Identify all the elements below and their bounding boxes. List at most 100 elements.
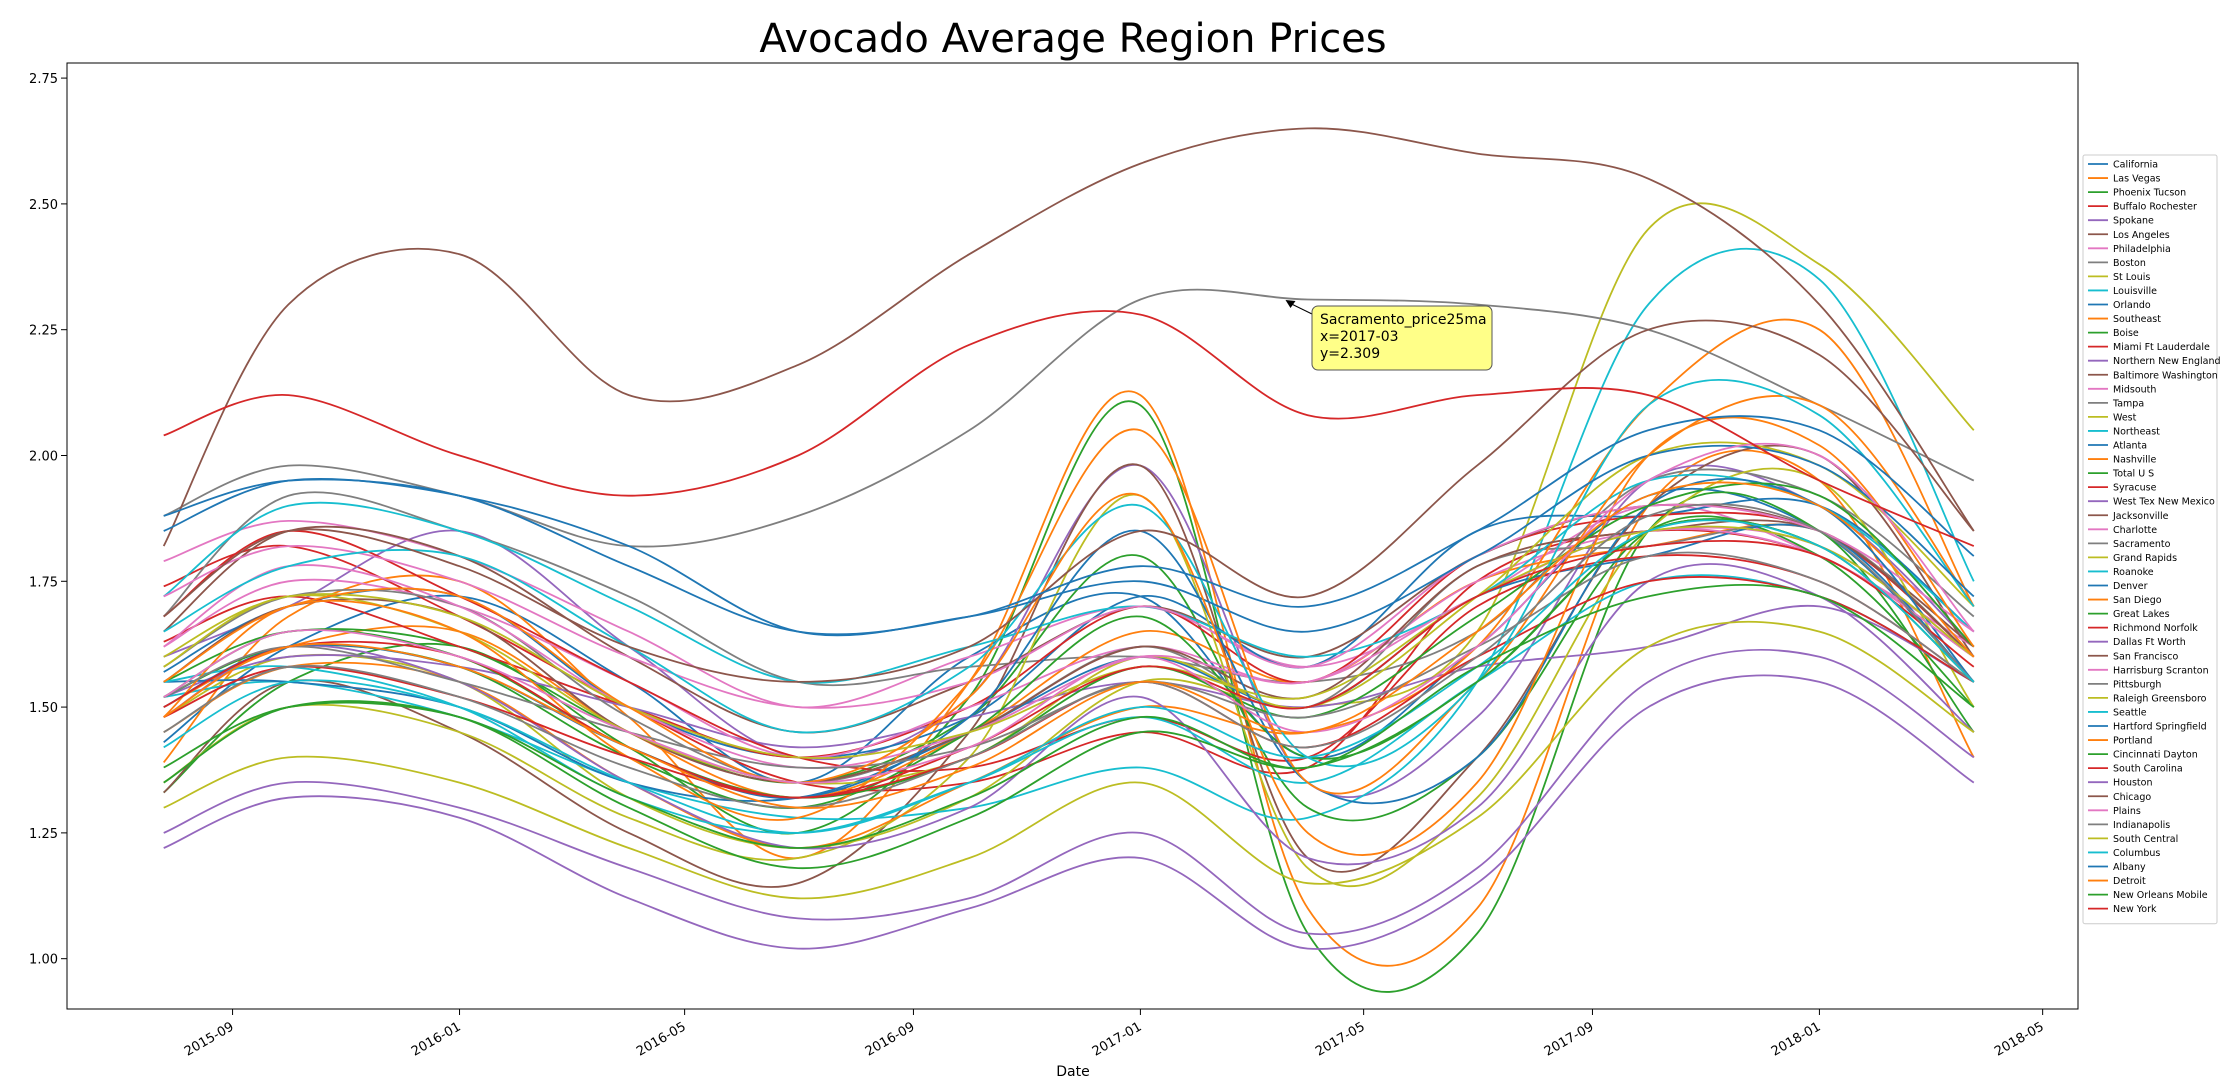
legend-entry-new-orleans-mobile: New Orleans Mobile [2113, 890, 2208, 901]
legend-entry-hartford-springfield: Hartford Springfield [2113, 722, 2207, 733]
annotation-box [1311, 305, 1493, 371]
legend-entry-northern-new-england: Northern New England [2113, 356, 2221, 367]
legend: California Las Vegas Phoenix Tucson Buffalo… [2082, 154, 2221, 925]
series-line-albany [163, 415, 1975, 636]
legend-entry-miami-ft-lauderdale: Miami Ft Lauderdale [2113, 342, 2210, 353]
legend-entry-indianapolis: Indianapolis [2113, 820, 2170, 831]
legend-entry-nashville: Nashville [2113, 455, 2156, 466]
legend-entry-new-york: New York [2113, 904, 2157, 915]
x-tick-label: 2016-05 [634, 1019, 689, 1059]
legend-entry-phoenix-tucson: Phoenix Tucson [2113, 188, 2186, 199]
series-line-harrisburg-scranton [163, 528, 1975, 769]
legend-entry-boston: Boston [2113, 258, 2146, 269]
x-tick-label: 2017-01 [1090, 1019, 1145, 1059]
y-axis: 1.00 1.25 1.50 1.75 2.00 2.25 2.50 2.75 [29, 72, 67, 968]
legend-entry-charlotte: Charlotte [2113, 525, 2157, 536]
x-axis: 2015-09 2016-01 2016-05 2016-09 2017-01 2017-… [182, 1009, 2047, 1060]
series-line-new-orleans-mobile [163, 584, 1975, 849]
legend-entry-las-vegas: Las Vegas [2113, 174, 2161, 185]
legend-entry-southeast: Southeast [2113, 314, 2161, 325]
annotation-line: x=2017-03 [1320, 329, 1399, 345]
legend-entry-louisville: Louisville [2113, 286, 2157, 297]
legend-entry-columbus: Columbus [2113, 848, 2160, 859]
legend-entry-san-francisco: San Francisco [2113, 651, 2178, 662]
y-tick-label: 2.25 [29, 324, 58, 339]
legend-entry-los-angeles: Los Angeles [2113, 230, 2170, 241]
legend-entry-harrisburg-scranton: Harrisburg Scranton [2113, 665, 2209, 676]
legend-entry-california: California [2113, 160, 2158, 171]
legend-entry-south-carolina: South Carolina [2113, 764, 2183, 775]
legend-entry-orlando: Orlando [2113, 300, 2151, 311]
series-line-chicago [163, 319, 1975, 683]
series-line-south-central [163, 620, 1975, 900]
legend-entry-total-u-s: Total U S [2112, 469, 2154, 480]
y-tick-label: 2.50 [29, 198, 58, 213]
series-line-raleigh-greensboro [163, 525, 1975, 760]
series-line-detroit [163, 481, 1975, 809]
legend-entry-tampa: Tampa [2112, 398, 2144, 409]
annotation-arrowhead [1285, 300, 1296, 309]
series-line-san-francisco [162, 127, 1975, 547]
legend-entry-roanoke: Roanoke [2113, 567, 2154, 578]
y-tick-label: 1.25 [29, 827, 58, 842]
series-line-boise [163, 515, 1975, 822]
series-line-houston [163, 674, 1975, 950]
legend-entry-san-diego: San Diego [2113, 595, 2162, 606]
legend-entry-sacramento: Sacramento [2113, 539, 2171, 550]
series-line-portland [163, 416, 1975, 856]
legend-entry-cincinnati-dayton: Cincinnati Dayton [2113, 750, 2198, 761]
legend-entry-syracuse: Syracuse [2113, 483, 2157, 494]
legend-box [2082, 154, 2218, 925]
legend-entry-boise: Boise [2113, 328, 2139, 339]
legend-entry-northeast: Northeast [2113, 426, 2160, 437]
y-tick-label: 2.00 [29, 449, 58, 464]
legend-entry-jacksonville: Jacksonville [2112, 511, 2169, 522]
legend-entry-atlanta: Atlanta [2113, 441, 2147, 452]
series-line-san-diego [163, 395, 1975, 821]
legend-entry-raleigh-greensboro: Raleigh Greensboro [2113, 693, 2207, 704]
y-tick-label: 1.50 [29, 701, 58, 716]
series-line-charlotte [163, 503, 1975, 709]
x-tick-label: 2018-01 [1769, 1019, 1824, 1059]
series-line-seattle [163, 378, 1975, 768]
series-line-los-angeles [163, 444, 1975, 888]
annotation-line: y=2.309 [1320, 346, 1380, 362]
legend-entry-denver: Denver [2113, 581, 2148, 592]
chart-title: Avocado Average Region Prices [759, 16, 1386, 62]
series-line-new-york [163, 310, 1975, 547]
y-tick-label: 1.00 [29, 953, 58, 968]
legend-entry-south-central: South Central [2113, 834, 2178, 845]
x-tick-label: 2016-09 [863, 1019, 918, 1059]
legend-entry-grand-rapids: Grand Rapids [2113, 553, 2177, 564]
legend-entry-midsouth: Midsouth [2113, 384, 2156, 395]
legend-entry-seattle: Seattle [2113, 707, 2147, 718]
legend-entry-richmond-norfolk: Richmond Norfolk [2113, 623, 2198, 634]
legend-entry-detroit: Detroit [2113, 876, 2146, 887]
legend-entry-baltimore-washington: Baltimore Washington [2113, 370, 2218, 381]
legend-entry-buffalo-rochester: Buffalo Rochester [2113, 202, 2197, 213]
legend-entry-portland: Portland [2113, 736, 2152, 747]
legend-entry-chicago: Chicago [2113, 792, 2151, 803]
plot-frame [66, 62, 2079, 1010]
series-line-columbus [163, 519, 1975, 834]
series-line-south-carolina [163, 539, 1975, 799]
x-tick-label: 2015-09 [182, 1019, 237, 1059]
series-line-miami-ft-lauderdale [163, 511, 1975, 759]
legend-entry-spokane: Spokane [2113, 216, 2154, 227]
y-tick-label: 2.75 [29, 72, 58, 87]
series-line-indianapolis [163, 503, 1975, 809]
legend-entry-west: West [2113, 412, 2137, 423]
series-line-northeast [163, 473, 1975, 684]
legend-entry-houston: Houston [2113, 778, 2152, 789]
y-tick-label: 1.75 [29, 575, 58, 590]
x-tick-label: 2018-05 [1992, 1019, 2047, 1059]
series-layer [162, 127, 1975, 993]
legend-entry-pittsburgh: Pittsburgh [2113, 679, 2161, 690]
annotation-line: Sacramento_price25ma [1320, 312, 1487, 328]
legend-entry-st-louis: St Louis [2113, 272, 2150, 283]
legend-entry-philadelphia: Philadelphia [2113, 244, 2171, 255]
legend-entry-albany: Albany [2113, 862, 2146, 873]
annotation-arrow [1289, 302, 1313, 315]
